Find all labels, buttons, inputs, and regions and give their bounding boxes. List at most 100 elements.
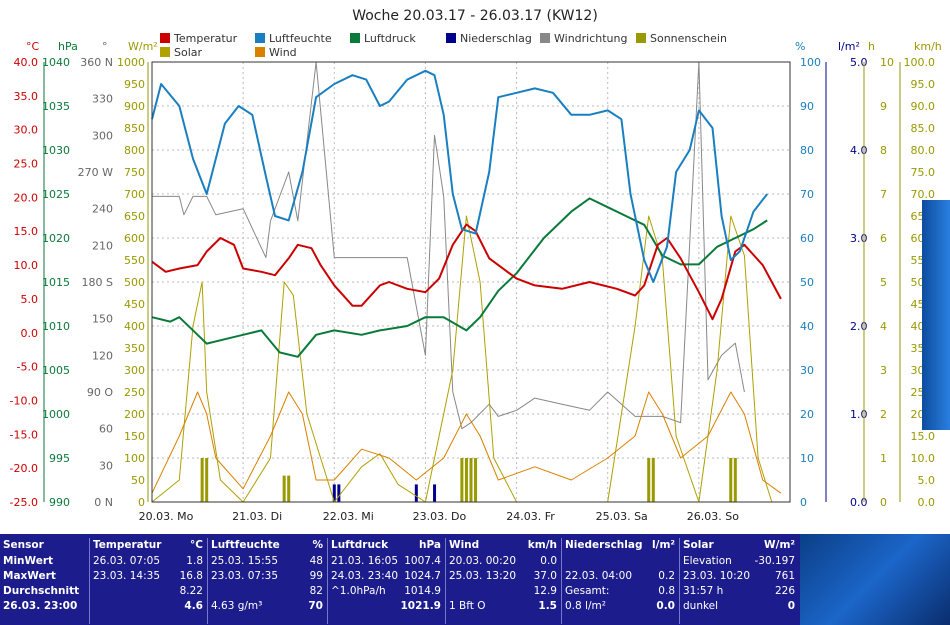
axis-unit-label: °C (26, 40, 40, 53)
axis-unit-label: W/m² (128, 40, 158, 53)
axis-tick-label: 10.0 (14, 259, 39, 272)
axis-tick-label: 750 (124, 166, 145, 179)
axis-tick-label: 1005 (42, 364, 70, 377)
axis-unit-label: % (795, 40, 805, 53)
axis-tick-label: 95.0 (911, 78, 936, 91)
axis-tick-label: 80 (800, 144, 814, 157)
axis-tick-label: 210 (92, 239, 113, 252)
axis-tick-label: 30.0 (14, 124, 39, 137)
axis-tick-label: 1010 (42, 320, 70, 333)
plot-frame (151, 61, 791, 503)
axis-tick-label: 0 (138, 496, 145, 509)
axis-tick-label: 70 (800, 188, 814, 201)
axis-tick-label: -25.0 (10, 496, 38, 509)
axis-tick-label: 15.0 (14, 225, 39, 238)
legend-swatch (160, 47, 170, 57)
stats-row: Elevation -30.197 (683, 555, 795, 567)
axis-tick-label: 0 N (94, 496, 113, 509)
axis-tick-label: 10.0 (911, 452, 936, 465)
axis-tick-label: 90 (800, 100, 814, 113)
axis-tick-label: 900 (124, 100, 145, 113)
stats-separator (445, 538, 446, 624)
axis-tick-label: 40.0 (14, 56, 39, 69)
stats-row: 1 Bft O 1.5 (449, 600, 557, 612)
axis-tick-label: 30 (99, 459, 113, 472)
x-tick-label: 20.03. Mo (139, 510, 194, 523)
legend-label: Windrichtung (554, 32, 627, 45)
x-tick-label: 23.03. Do (413, 510, 467, 523)
stats-row: 82 (309, 585, 323, 597)
axis-tick-label: 8 (880, 144, 887, 157)
axis-tick-label: -20.0 (10, 462, 38, 475)
stats-row: 4.63 g/m³ 70 (211, 600, 323, 612)
legend-label: Sonnenschein (650, 32, 727, 45)
series-line-wind (151, 391, 782, 494)
stats-row: 22.03. 04:00 0.2 (565, 570, 675, 582)
stats-row: 24.03. 23:40 1024.7 (331, 570, 441, 582)
stats-column-luftfeuchte: Luftfeuchte% 25.03. 15:55 48 23.03. 07:35 99… (211, 538, 323, 624)
stats-column-sensor: Sensor MinWert MaxWert Durchschnitt 26.03. 2… (3, 538, 87, 624)
legend: Temperatur Luftfeuchte Luftdruck Niederschl… (160, 32, 727, 59)
axis-tick-label: 400 (124, 320, 145, 333)
stats-row: MaxWert (3, 570, 56, 582)
axis-tick-label: 20.0 (14, 191, 39, 204)
axis-tick-label: 950 (124, 78, 145, 91)
stats-header: Niederschlag l/m² (565, 539, 675, 551)
axis-tick-label: 15.0 (911, 430, 936, 443)
stats-row: MinWert (3, 555, 54, 567)
axis-tick-label: 10 (880, 56, 894, 69)
axis-tick-label: 450 (124, 298, 145, 311)
axis-tick-label: 3.0 (850, 232, 868, 245)
axis-unit-label: km/h (914, 40, 942, 53)
series-line-windrichtung (152, 61, 745, 430)
series-line-luftdruck (151, 197, 768, 358)
precipitation-bar (414, 484, 418, 502)
stats-row: 31:57 h 226 (683, 585, 795, 597)
axis-tick-label: 35.0 (14, 90, 39, 103)
series-line-solar (151, 215, 773, 503)
axis-tick-label: 0.0 (21, 327, 39, 340)
stats-row: 23.03. 14:35 16.8 (93, 570, 203, 582)
axes: 40.035.030.025.020.015.010.05.00.0-5.0-1… (10, 40, 942, 509)
axis-tick-label: 80.0 (911, 144, 936, 157)
sunshine-bar (200, 458, 204, 502)
stats-row: 1021.9 (400, 600, 441, 612)
stats-header: Temperatur °C (93, 539, 203, 551)
axis-tick-label: 1030 (42, 144, 70, 157)
axis-tick-label: 995 (49, 452, 70, 465)
axis-tick-label: 20 (800, 408, 814, 421)
legend-label: Luftfeuchte (269, 32, 332, 45)
legend-swatch (636, 33, 646, 43)
stats-row: 20.03. 00:20 0.0 (449, 555, 557, 567)
axis-tick-label: 1 (880, 452, 887, 465)
stats-row: 23.03. 07:35 99 (211, 570, 323, 582)
axis-tick-label: 2.0 (850, 320, 868, 333)
axis-tick-label: 3 (880, 364, 887, 377)
axis-tick-label: 5.0 (918, 474, 936, 487)
axis-tick-label: 30 (800, 364, 814, 377)
axis-tick-label: 5.0 (21, 293, 39, 306)
stats-column-niederschlag: Niederschlag l/m² 22.03. 04:00 0.2 Gesamt: 0.… (565, 538, 675, 624)
x-tick-label: 26.03. So (687, 510, 739, 523)
axis-tick-label: 180 S (82, 276, 113, 289)
sunshine-bar (733, 458, 737, 502)
legend-label: Solar (174, 46, 203, 59)
axis-tick-label: 1.0 (850, 408, 868, 421)
axis-tick-label: 50 (800, 276, 814, 289)
axis-tick-label: 1040 (42, 56, 70, 69)
axis-tick-label: 600 (124, 232, 145, 245)
axis-tick-label: 150 (92, 313, 113, 326)
stats-row: dunkel 0 (683, 600, 795, 612)
sunshine-bar (647, 458, 651, 502)
stats-separator (207, 538, 208, 624)
bar-layer (200, 458, 737, 502)
precipitation-bar (337, 484, 341, 502)
axis-tick-label: 300 (124, 364, 145, 377)
statistics-panel: Sensor MinWert MaxWert Durchschnitt 26.03. 2… (0, 534, 950, 625)
axis-tick-label: 7 (880, 188, 887, 201)
axis-tick-label: 2 (880, 408, 887, 421)
sunshine-bar (282, 475, 286, 502)
stats-row: 4.6 (184, 600, 203, 612)
x-tick-label: 21.03. Di (232, 510, 282, 523)
axis-tick-label: 0 (880, 496, 887, 509)
